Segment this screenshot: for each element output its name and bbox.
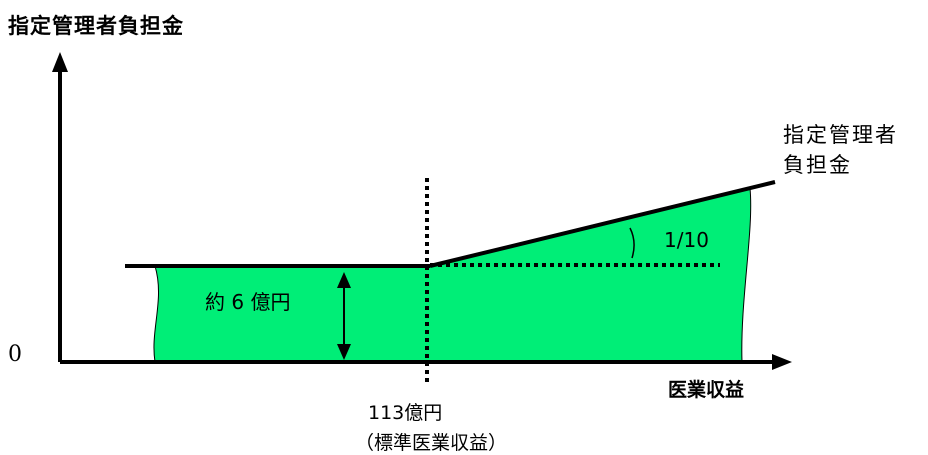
- y-axis-arrowhead: [52, 52, 68, 72]
- line-label-line1: 指定管理者: [783, 123, 898, 147]
- x-axis-arrowhead: [772, 354, 792, 370]
- amount-arrow-bottom: [337, 344, 351, 360]
- vertical-marker-sublabel: （標準医業収益）: [355, 432, 508, 454]
- flat-amount-label: 約 6 億円: [205, 290, 291, 314]
- line-label: 指定管理者 負担金: [783, 120, 898, 180]
- slope-angle-arc: [629, 227, 635, 259]
- vertical-marker-label: 113億円: [368, 402, 443, 424]
- shaded-area: [153, 187, 752, 363]
- slope-label: 1/10: [664, 228, 709, 252]
- x-axis-title: 医業収益: [668, 379, 745, 401]
- sloped-line: [429, 180, 776, 268]
- amount-arrow-top: [337, 272, 351, 288]
- origin-label: 0: [8, 342, 22, 367]
- y-axis-title: 指定管理者負担金: [8, 14, 184, 38]
- line-label-line2: 負担金: [783, 153, 852, 177]
